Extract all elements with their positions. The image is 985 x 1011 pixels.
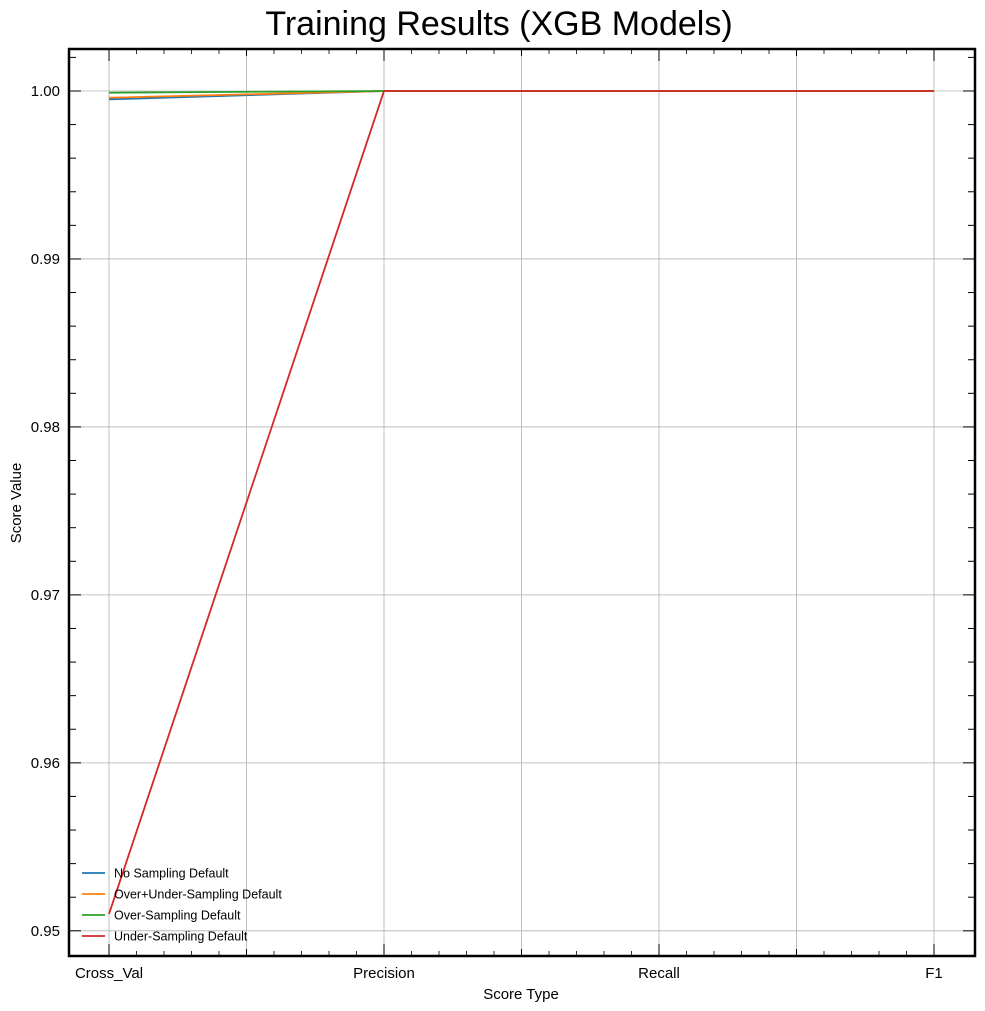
y-tick-label: 0.95	[31, 923, 60, 940]
legend-label: Under-Sampling Default	[114, 930, 248, 944]
legend: No Sampling Default Over+Under-Sampling D…	[82, 867, 282, 944]
x-tick-label: Recall	[638, 965, 680, 982]
x-tick-label: F1	[925, 965, 943, 982]
y-tick-label: 1.00	[31, 83, 60, 100]
y-tick-label: 0.99	[31, 251, 60, 268]
x-axis-label: Score Type	[483, 986, 559, 1003]
legend-label: Over-Sampling Default	[114, 909, 241, 923]
x-tick-labels: Cross_Val Precision Recall F1	[75, 965, 943, 982]
grid	[69, 49, 975, 956]
y-tick-label: 0.96	[31, 755, 60, 772]
series-lines	[108, 90, 934, 915]
plot-frame	[67, 47, 977, 958]
x-tick-label: Cross_Val	[75, 965, 143, 982]
y-tick-labels: 0.95 0.96 0.97 0.98 0.99 1.00	[31, 83, 60, 940]
y-axis-label: Score Value	[8, 463, 25, 544]
legend-label: No Sampling Default	[114, 867, 229, 881]
ticks	[69, 49, 975, 956]
y-tick-label: 0.98	[31, 419, 60, 436]
y-tick-label: 0.97	[31, 587, 60, 604]
legend-label: Over+Under-Sampling Default	[114, 888, 282, 902]
series-line	[108, 90, 934, 915]
chart-title: Training Results (XGB Models)	[265, 5, 732, 43]
x-tick-label: Precision	[353, 965, 415, 982]
